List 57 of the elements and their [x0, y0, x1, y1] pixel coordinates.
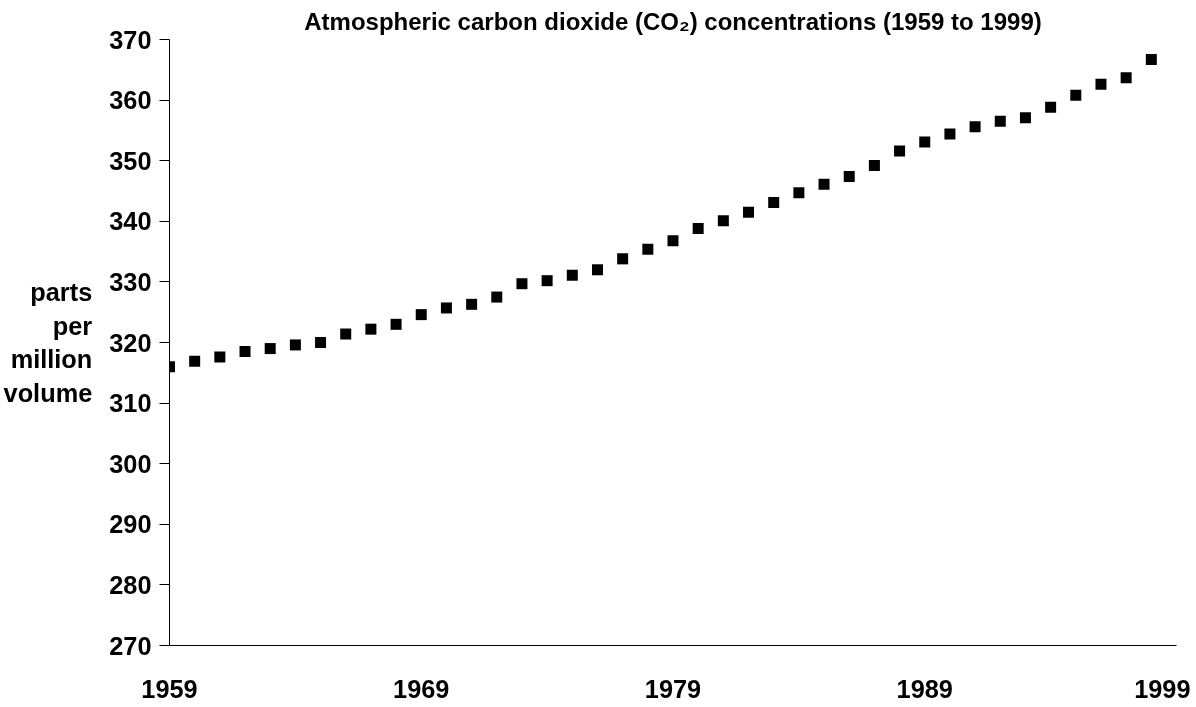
- point: [768, 197, 780, 209]
- point: [969, 121, 981, 133]
- y-tick-label: 310: [109, 389, 152, 418]
- point: [667, 235, 679, 247]
- x-tick-label: 1969: [393, 674, 450, 703]
- y-tick-label: 350: [109, 146, 152, 175]
- point: [340, 328, 352, 340]
- point: [717, 215, 729, 227]
- y-tick-label: 370: [109, 25, 152, 54]
- x-tick-label: 1999: [1134, 674, 1191, 703]
- point: [868, 160, 880, 172]
- point: [642, 243, 654, 255]
- point: [1095, 78, 1107, 90]
- x-tick-label: 1959: [141, 674, 198, 703]
- y-tick-label: 270: [109, 631, 152, 660]
- point: [264, 343, 276, 355]
- y-tick-label: 300: [109, 449, 152, 478]
- point: [214, 351, 226, 363]
- point: [843, 170, 855, 182]
- point: [466, 298, 478, 310]
- x-tick-label: 1979: [644, 674, 702, 703]
- point: [541, 275, 553, 287]
- point: [793, 187, 805, 199]
- point: [944, 128, 956, 140]
- point: [1070, 89, 1082, 101]
- point: [1120, 72, 1132, 84]
- point: [919, 136, 931, 148]
- point: [818, 178, 830, 190]
- point: [365, 323, 377, 335]
- point: [692, 223, 704, 235]
- point: [239, 346, 251, 358]
- point: [591, 264, 603, 276]
- point: [566, 269, 578, 281]
- point: [189, 355, 201, 367]
- point: [743, 206, 755, 218]
- chart-title: Atmospheric carbon dioxide (CO₂) concentrations (1959 to 1999): [304, 7, 1042, 35]
- point: [415, 309, 427, 321]
- point: [1145, 54, 1157, 65]
- point: [315, 337, 327, 348]
- point: [491, 291, 503, 303]
- y-tick-label: 360: [109, 86, 152, 115]
- point: [894, 145, 906, 157]
- point: [516, 278, 528, 290]
- x-tick-label: 1989: [896, 674, 953, 703]
- y-axis-title: parts per million volume: [3, 278, 93, 407]
- point: [617, 253, 629, 265]
- point: [440, 302, 452, 314]
- y-tick-label: 290: [109, 510, 152, 539]
- y-tick-label: 330: [109, 267, 152, 296]
- point: [289, 339, 301, 351]
- y-tick-label: 340: [109, 207, 152, 236]
- point: [994, 115, 1006, 127]
- y-tick-label: 280: [109, 570, 152, 599]
- point: [390, 318, 402, 330]
- point: [1045, 101, 1057, 113]
- point: [1019, 112, 1031, 124]
- y-tick-label: 320: [109, 328, 152, 357]
